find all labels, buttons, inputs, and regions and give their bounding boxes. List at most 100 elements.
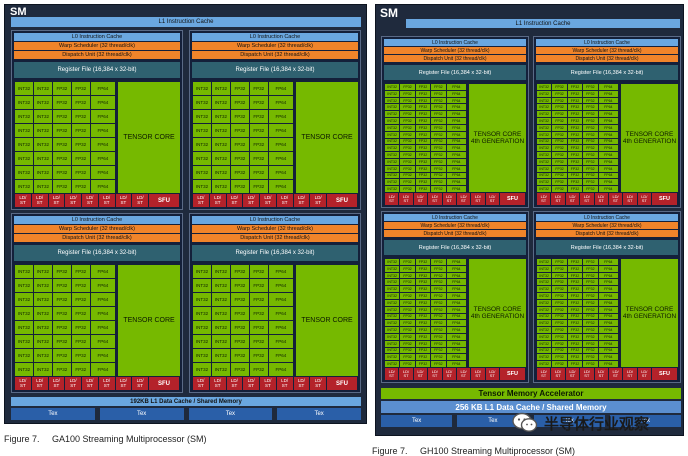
fp32-unit: FP32 — [583, 279, 598, 286]
fp32-unit: FP32 — [583, 118, 598, 124]
int32-unit: INT32 — [385, 320, 400, 327]
fp64-unit: FP64 — [598, 265, 618, 272]
fp32-unit: FP32 — [400, 158, 415, 165]
ld-label: LD/ — [388, 194, 395, 199]
fp32-unit: FP32 — [415, 327, 431, 333]
ld-label: LD/ — [460, 194, 467, 199]
ld-label: LD/ — [540, 194, 547, 199]
fp64-unit: FP64 — [268, 363, 293, 376]
st-label: ST — [475, 373, 481, 378]
compute-unit-grid: INT32 INT32 FP32 FP32 FP64 INT32 INT32 FP32 FP32… — [193, 265, 293, 376]
fp64-unit: FP64 — [598, 118, 618, 124]
fp32-unit: FP32 — [552, 265, 567, 272]
fp32-unit: FP32 — [552, 272, 567, 279]
fp32-unit: FP32 — [567, 259, 583, 265]
load-store-row: LD/ST LD/ST LD/ST LD/ST LD/ST LD/ST LD/ST LD/ST… — [15, 194, 179, 207]
ld-label: LD/ — [598, 194, 605, 199]
fp32-unit: FP32 — [249, 279, 268, 292]
fp32-unit: FP32 — [567, 145, 583, 152]
ld-label: LD/ — [489, 194, 496, 199]
ld-label: LD/ — [281, 195, 289, 200]
fp32-unit: FP32 — [400, 306, 415, 313]
ld-label: LD/ — [598, 369, 605, 374]
fp32-unit: FP32 — [415, 340, 431, 347]
fp32-unit: FP32 — [400, 84, 415, 90]
st-label: ST — [541, 198, 547, 203]
st-label: ST — [598, 373, 604, 378]
st-label: ST — [627, 198, 633, 203]
int32-unit: INT32 — [385, 104, 400, 111]
fp32-unit: FP32 — [583, 111, 598, 118]
tex-unit: Tex — [188, 408, 273, 420]
fp32-unit: FP32 — [400, 179, 415, 186]
fp32-unit: FP32 — [583, 152, 598, 158]
fp32-unit: FP32 — [431, 347, 446, 354]
watermark-text: 半导体行业观察 — [544, 415, 650, 433]
l0-instruction-cache: L0 Instruction Cache — [192, 33, 358, 41]
fp64-unit: FP64 — [446, 186, 466, 192]
int32-unit: INT32 — [537, 361, 552, 367]
fp32-unit: FP32 — [567, 172, 583, 179]
fp32-unit: FP32 — [415, 179, 431, 186]
st-label: ST — [541, 373, 547, 378]
int32-unit: INT32 — [193, 307, 211, 320]
int32-unit: INT32 — [15, 96, 33, 109]
load-store-unit: LD/ST — [98, 194, 115, 207]
ld-label: LD/ — [417, 194, 424, 199]
fp32-unit: FP32 — [230, 349, 249, 362]
fp32-unit: FP32 — [567, 84, 583, 90]
fp32-unit: FP32 — [431, 259, 446, 265]
l0-instruction-cache: L0 Instruction Cache — [536, 39, 678, 46]
ld-label: LD/ — [103, 378, 111, 383]
fp32-unit: FP32 — [583, 286, 598, 293]
fp64-unit: FP64 — [446, 84, 466, 90]
fp32-unit: FP32 — [400, 145, 415, 152]
processing-block: L0 Instruction Cache Warp Scheduler (32 t… — [533, 211, 681, 383]
tensor-core: TENSOR CORE — [118, 265, 180, 376]
tensor-core-label: TENSOR CORE — [301, 317, 353, 324]
tensor-core-label: 4th GENERATION — [470, 138, 525, 145]
fp32-unit: FP32 — [567, 152, 583, 158]
fp32-unit: FP32 — [431, 145, 446, 152]
st-label: ST — [627, 373, 633, 378]
ld-label: LD/ — [36, 195, 44, 200]
fp32-unit: FP32 — [52, 166, 71, 179]
fp32-unit: FP32 — [583, 327, 598, 333]
fp32-unit: FP32 — [552, 179, 567, 186]
fp64-unit: FP64 — [446, 118, 466, 124]
fp32-unit: FP32 — [415, 286, 431, 293]
compute-unit-grid: INT32 INT32 FP32 FP32 FP64 INT32 INT32 FP32 FP32… — [15, 265, 115, 376]
st-label: ST — [197, 382, 204, 388]
load-store-unit: LD/ST — [551, 368, 565, 380]
fp64-unit: FP64 — [598, 145, 618, 152]
fp32-unit: FP32 — [400, 333, 415, 340]
l0-instruction-cache: L0 Instruction Cache — [14, 33, 180, 41]
fp32-unit: FP32 — [567, 97, 583, 104]
fp32-unit: FP32 — [249, 124, 268, 137]
load-store-unit: LD/ST — [15, 377, 31, 390]
int32-unit: INT32 — [193, 335, 211, 348]
tensor-core-label: TENSOR CORE — [123, 317, 175, 324]
st-label: ST — [137, 199, 143, 205]
fp32-unit: FP32 — [249, 265, 268, 278]
fp64-unit: FP64 — [446, 179, 466, 186]
compute-unit-grid: INT32 INT32 FP32 FP32 FP64 INT32 INT32 FP32 FP32… — [15, 82, 115, 193]
int32-unit: INT32 — [537, 272, 552, 279]
int32-unit: INT32 — [15, 363, 33, 376]
load-store-unit: LD/ST — [132, 377, 148, 390]
st-label: ST — [231, 199, 238, 205]
fp64-unit: FP64 — [598, 111, 618, 118]
int32-unit: INT32 — [33, 96, 52, 109]
int32-unit: INT32 — [537, 124, 552, 131]
int32-unit: INT32 — [537, 165, 552, 172]
fp32-unit: FP32 — [552, 138, 567, 145]
fp32-unit: FP32 — [583, 131, 598, 138]
fp32-unit: FP32 — [230, 335, 249, 348]
int32-unit: INT32 — [385, 347, 400, 354]
load-store-unit: LD/ST — [456, 193, 471, 205]
fp64-unit: FP64 — [268, 96, 293, 109]
int32-unit: INT32 — [211, 96, 230, 109]
fp32-unit: FP32 — [567, 90, 583, 97]
fp64-unit: FP64 — [598, 313, 618, 320]
load-store-unit: LD/ST — [276, 194, 293, 207]
